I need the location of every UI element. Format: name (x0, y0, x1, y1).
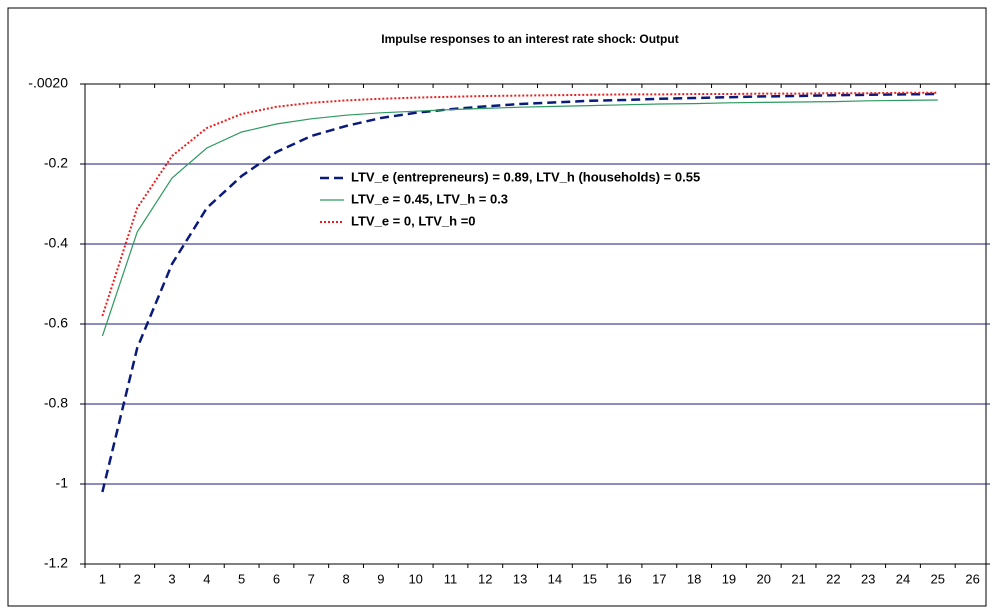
x-tick-label: 14 (548, 571, 562, 586)
chart-frame (7, 7, 987, 607)
series-line (101, 92, 938, 493)
legend-label: LTV_e = 0, LTV_h =0 (351, 213, 476, 228)
y-tick-label: -0.4 (44, 235, 68, 251)
series-line (101, 91, 938, 317)
x-tick-label: 15 (582, 571, 596, 586)
x-tick-label: 3 (168, 571, 175, 586)
y-tick-label: -1.2 (44, 555, 68, 571)
y-tick-label: -0.2 (44, 155, 68, 171)
x-tick-label: 17 (652, 571, 666, 586)
x-tick-label: 12 (478, 571, 492, 586)
x-tick-label: 11 (444, 571, 458, 586)
series-line (101, 99, 938, 337)
x-tick-label: 7 (308, 571, 315, 586)
legend-label: LTV_e = 0.45, LTV_h = 0.3 (351, 191, 508, 206)
y-tick-label: -0.6 (44, 315, 68, 331)
x-tick-label: 24 (896, 571, 910, 586)
legend-label: LTV_e (entrepreneurs) = 0.89, LTV_h (hou… (351, 169, 700, 184)
x-tick-label: 19 (722, 571, 736, 586)
x-tick-label: 21 (791, 571, 805, 586)
x-tick-label: 20 (757, 571, 771, 586)
x-tick-label: 25 (931, 571, 945, 586)
x-tick-label: 8 (342, 571, 349, 586)
x-tick-label: 6 (273, 571, 280, 586)
x-tick-label: 16 (617, 571, 631, 586)
x-tick-label: 1 (99, 571, 106, 586)
x-tick-label: 2 (134, 571, 141, 586)
x-tick-label: 18 (687, 571, 701, 586)
x-tick-label: 22 (826, 571, 840, 586)
chart-title: Impulse responses to an interest rate sh… (381, 32, 678, 46)
x-tick-label: 26 (965, 571, 979, 586)
y-tick-label: -0.8 (44, 395, 68, 411)
x-tick-label: 5 (238, 571, 245, 586)
x-tick-label: 10 (408, 571, 422, 586)
x-tick-label: 23 (861, 571, 875, 586)
x-tick-label: 13 (513, 571, 527, 586)
x-tick-label: 9 (377, 571, 384, 586)
y-tick-label: -1 (56, 475, 69, 491)
x-tick-label: 4 (203, 571, 210, 586)
y-tick-label: -.0020 (28, 75, 68, 91)
